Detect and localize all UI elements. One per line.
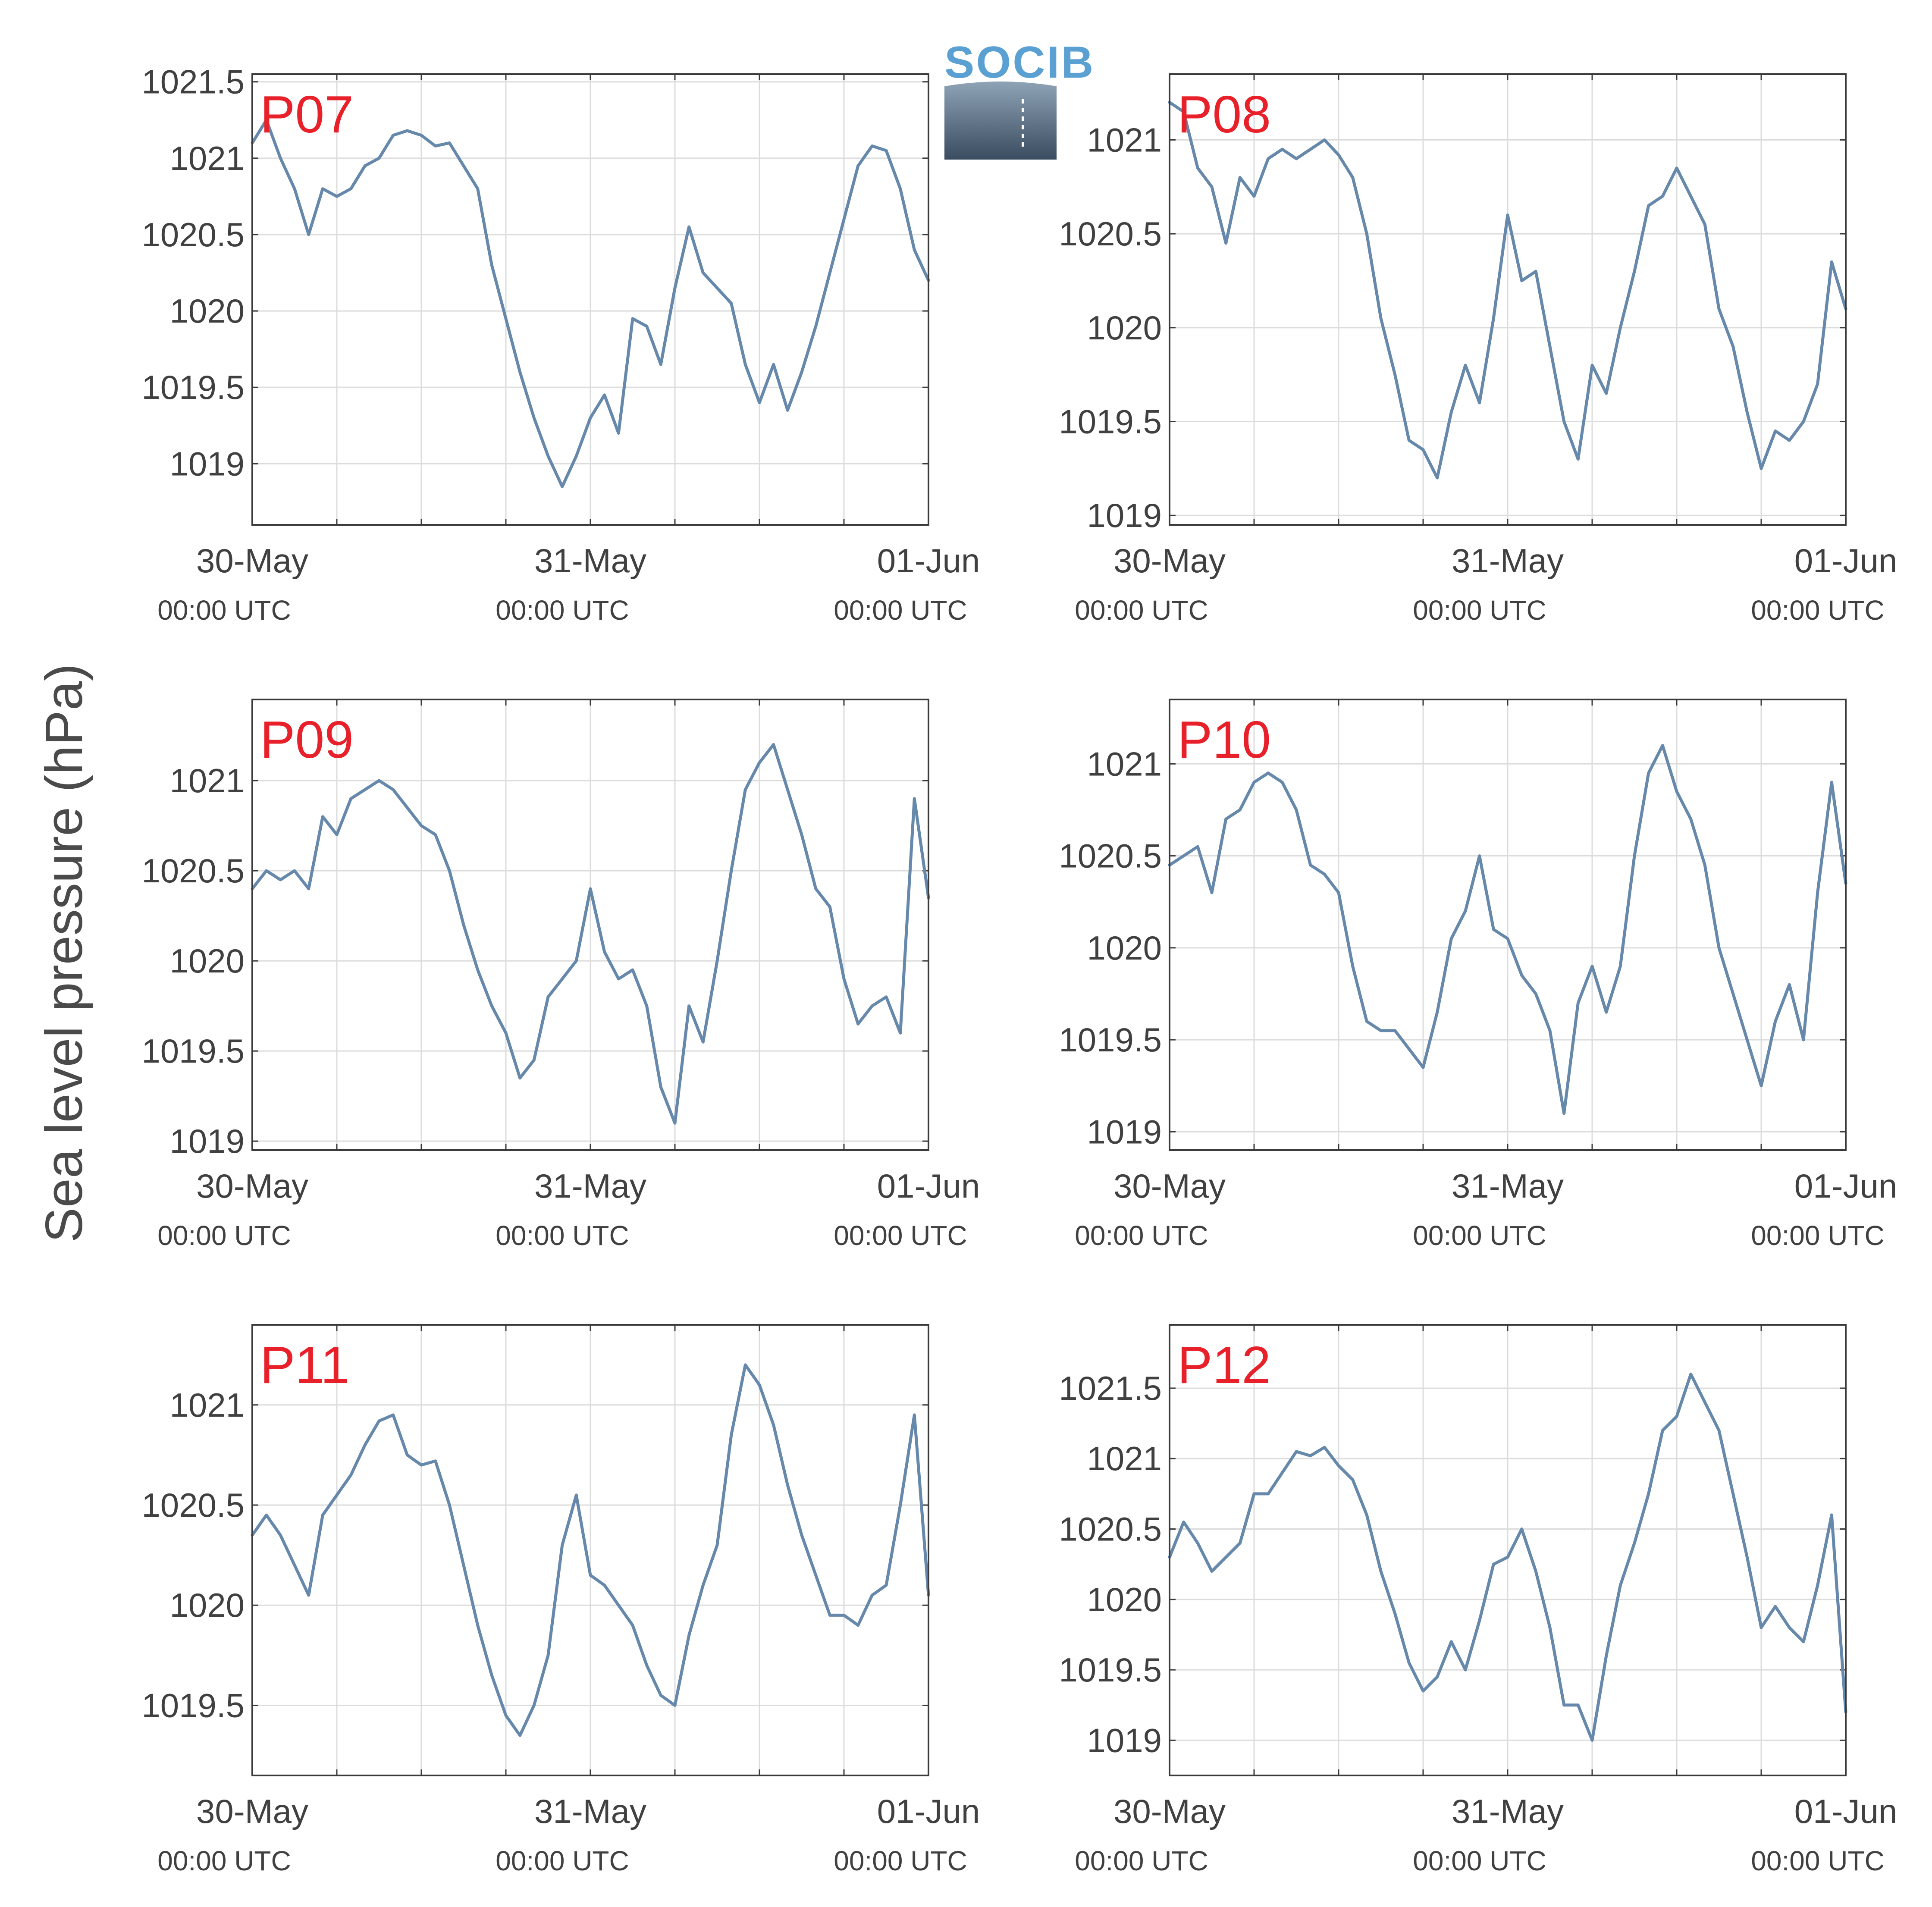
y-tick-label: 1019.5 (141, 1686, 245, 1724)
axes-frame (251, 1324, 929, 1776)
y-tick-label: 1021 (1087, 121, 1162, 159)
y-tick-label: 1019.5 (141, 368, 245, 406)
x-tick-sublabel: 00:00 UTC (834, 1220, 967, 1251)
y-tick-label: 1020 (169, 292, 245, 330)
y-tick-label: 1020 (1087, 309, 1162, 347)
x-tick-label: 01-Jun (877, 1792, 980, 1830)
x-tick-label: 31-May (534, 542, 646, 580)
y-tick-label: 1020.5 (141, 1486, 245, 1524)
x-tick-label: 01-Jun (877, 542, 980, 580)
panel-p09: 1019 1019.5 1020 1020.5 1021 30-May 00:00 UTC 3… (141, 699, 980, 1251)
x-tick-label: 01-Jun (1794, 1167, 1898, 1205)
panel-p12: 1019 1019.5 1020 1020.5 1021 1021.5 30-May 00:0… (1059, 1324, 1898, 1876)
series-line (251, 743, 930, 1125)
panel-p07: 1019 1019.5 1020 1020.5 1021 1021.5 30-May 00:0… (141, 63, 980, 626)
x-tick-label: 31-May (534, 1167, 646, 1205)
x-tick-label: 30-May (1113, 1167, 1226, 1205)
axes-frame (1169, 73, 1847, 526)
x-tick-sublabel: 00:00 UTC (1413, 1845, 1546, 1876)
x-tick-label: 31-May (1452, 1792, 1564, 1830)
series-line (1168, 744, 1847, 1115)
panel-title: P11 (260, 1336, 350, 1394)
panel-title: P08 (1177, 85, 1271, 144)
socib-logo: SOCIB (944, 38, 1095, 160)
y-tick-label: 1020.5 (141, 216, 245, 254)
x-tick-sublabel: 00:00 UTC (1751, 595, 1884, 626)
x-tick-sublabel: 00:00 UTC (496, 1220, 629, 1251)
x-tick-label: 01-Jun (877, 1167, 980, 1205)
y-tick-label: 1021.5 (1059, 1369, 1162, 1407)
x-tick-label: 30-May (196, 542, 308, 580)
y-tick-label: 1019.5 (1059, 1021, 1162, 1059)
x-tick-sublabel: 00:00 UTC (1075, 1220, 1208, 1251)
y-tick-label: 1020.5 (1059, 837, 1162, 875)
y-tick-label: 1019 (1087, 1113, 1162, 1151)
y-tick-label: 1020 (1087, 929, 1162, 967)
y-tick-label: 1019.5 (1059, 403, 1162, 441)
panel-title: P07 (260, 85, 354, 144)
x-tick-sublabel: 00:00 UTC (1751, 1845, 1884, 1876)
panel-p08: 1019 1019.5 1020 1020.5 1021 30-May 00:00 UTC 3… (1059, 73, 1898, 626)
series-line (1168, 1372, 1847, 1742)
y-tick-label: 1020 (169, 1586, 245, 1624)
panel-title: P12 (1177, 1336, 1271, 1394)
x-tick-sublabel: 00:00 UTC (157, 1845, 291, 1876)
x-tick-sublabel: 00:00 UTC (1075, 595, 1208, 626)
y-tick-label: 1021 (1087, 745, 1162, 783)
x-tick-label: 01-Jun (1794, 1792, 1898, 1830)
y-tick-label: 1020.5 (141, 852, 245, 890)
y-tick-label: 1020.5 (1059, 1510, 1162, 1548)
y-tick-label: 1020 (1087, 1581, 1162, 1618)
x-tick-label: 30-May (1113, 542, 1226, 580)
x-tick-sublabel: 00:00 UTC (496, 595, 629, 626)
y-tick-label: 1019 (1087, 496, 1162, 534)
x-tick-sublabel: 00:00 UTC (834, 1845, 967, 1876)
x-tick-label: 31-May (534, 1792, 646, 1830)
y-tick-label: 1021 (169, 139, 245, 177)
x-tick-label: 30-May (196, 1167, 308, 1205)
series-line (251, 118, 930, 488)
x-tick-label: 31-May (1452, 1167, 1564, 1205)
panel-title: P09 (260, 710, 354, 769)
y-tick-label: 1019.5 (141, 1032, 245, 1070)
panels-container: 1019 1019.5 1020 1020.5 1021 1021.5 30-May 00:0… (141, 63, 1897, 1876)
x-tick-label: 30-May (1113, 1792, 1226, 1830)
x-tick-label: 31-May (1452, 542, 1564, 580)
y-tick-label: 1019 (169, 445, 245, 483)
panel-p11: 1019.5 1020 1020.5 1021 30-May 00:00 UTC 31-Ma… (141, 1324, 980, 1876)
x-tick-sublabel: 00:00 UTC (1413, 1220, 1546, 1251)
logo-wave-block (944, 82, 1057, 160)
panel-title: P10 (1177, 710, 1271, 769)
x-tick-sublabel: 00:00 UTC (1751, 1220, 1884, 1251)
y-tick-label: 1021.5 (141, 63, 245, 101)
x-tick-sublabel: 00:00 UTC (496, 1845, 629, 1876)
y-tick-label: 1019.5 (1059, 1651, 1162, 1689)
logo-wordmark: SOCIB (944, 38, 1095, 88)
axes-frame (251, 699, 929, 1151)
x-tick-sublabel: 00:00 UTC (834, 595, 967, 626)
x-tick-sublabel: 00:00 UTC (157, 595, 291, 626)
y-tick-label: 1021 (169, 762, 245, 800)
y-tick-label: 1020 (169, 942, 245, 980)
y-tick-label: 1020.5 (1059, 215, 1162, 253)
y-tick-label: 1019 (1087, 1721, 1162, 1759)
axes-frame (251, 73, 929, 526)
y-tick-label: 1021 (1087, 1440, 1162, 1477)
panel-p10: 1019 1019.5 1020 1020.5 1021 30-May 00:00 UTC 3… (1059, 699, 1897, 1251)
y-tick-label: 1021 (169, 1386, 245, 1424)
x-tick-sublabel: 00:00 UTC (1413, 595, 1546, 626)
x-tick-sublabel: 00:00 UTC (157, 1220, 291, 1251)
x-tick-label: 01-Jun (1794, 542, 1898, 580)
x-tick-sublabel: 00:00 UTC (1075, 1845, 1208, 1876)
axes-frame (1169, 1324, 1847, 1776)
series-line (1168, 100, 1847, 480)
y-tick-label: 1019 (169, 1122, 245, 1160)
y-axis-label: Sea level pressure (hPa) (34, 664, 93, 1243)
x-tick-label: 30-May (196, 1792, 308, 1830)
series-line (251, 1363, 930, 1737)
axes-frame (1169, 699, 1847, 1151)
